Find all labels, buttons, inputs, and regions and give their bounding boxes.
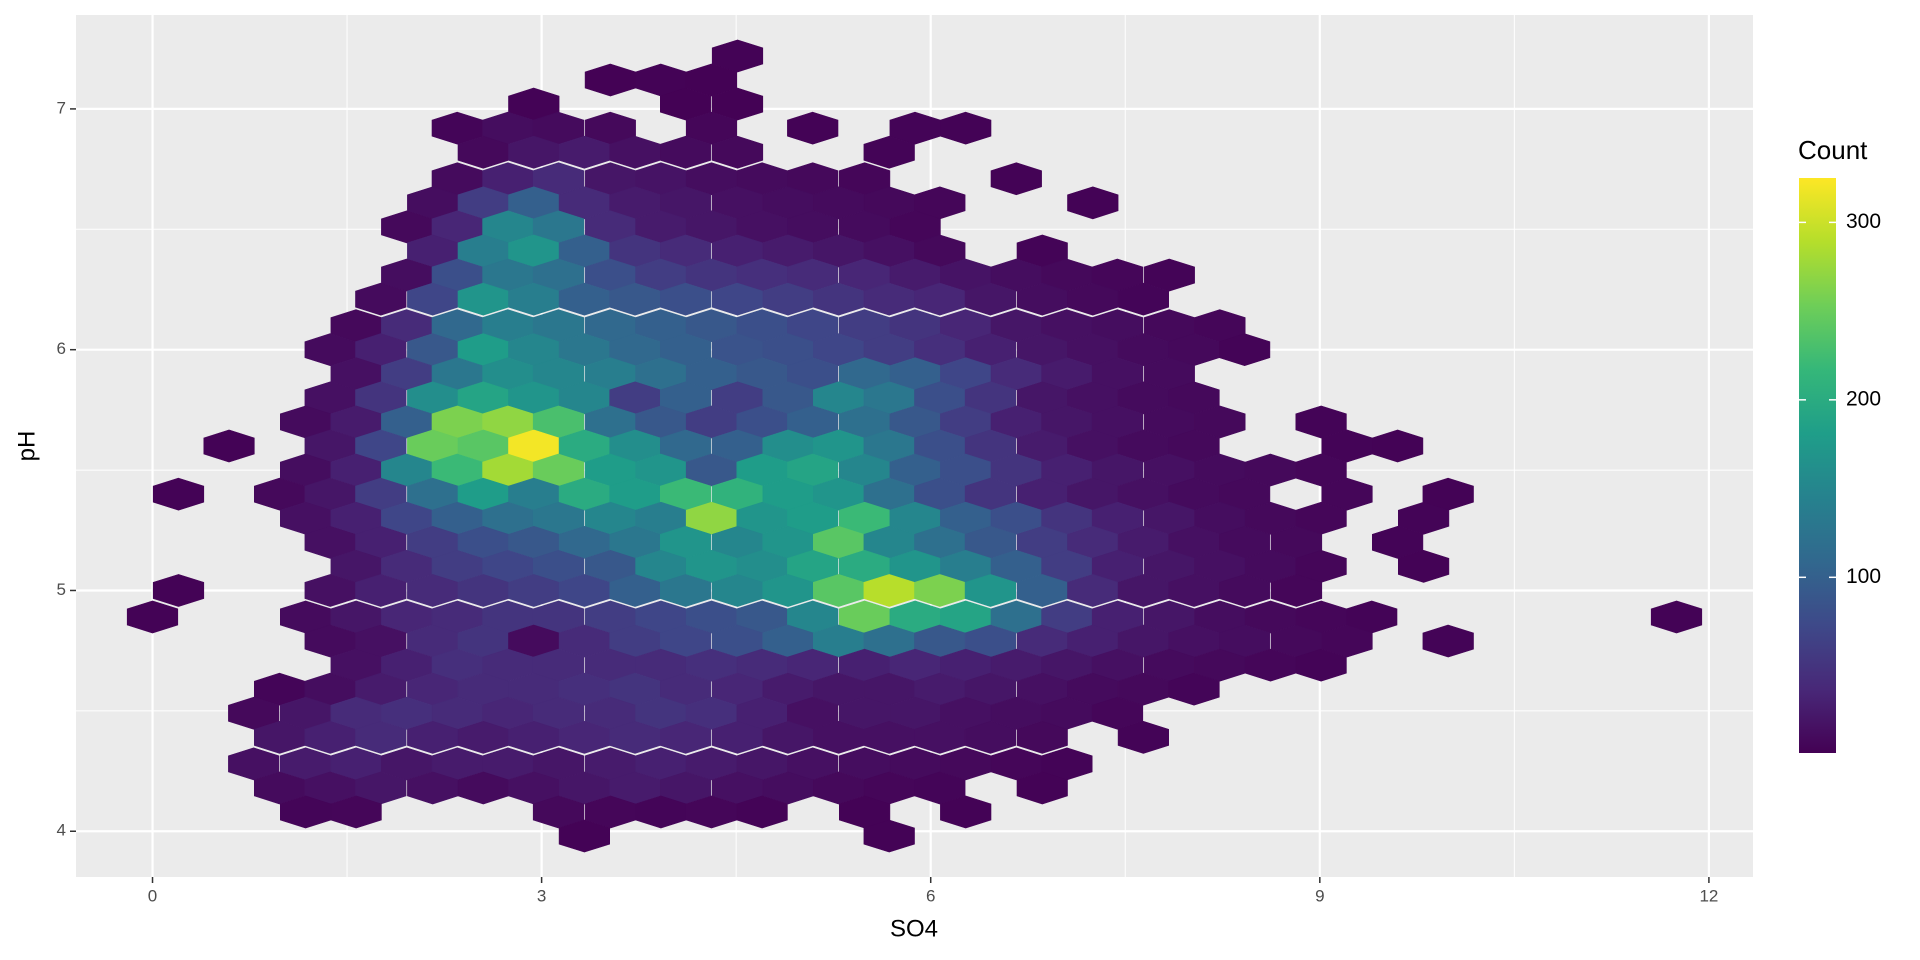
y-tick-label: 6	[57, 339, 66, 358]
hex-bin	[914, 771, 966, 805]
x-tick-label: 0	[148, 886, 157, 905]
hex-bin	[1117, 282, 1169, 316]
hex-bin	[1091, 696, 1144, 730]
hex-bin	[152, 477, 205, 511]
y-tick-label: 7	[57, 98, 66, 117]
hex-bin	[685, 111, 738, 145]
hex-bin	[1117, 720, 1169, 754]
hex-bin	[355, 282, 407, 316]
x-tick-label: 6	[926, 886, 935, 905]
hex-bin	[1016, 720, 1068, 754]
hex-bin	[964, 282, 1017, 316]
hex-bin	[1422, 624, 1474, 658]
legend-label: 100	[1846, 565, 1881, 588]
x-tick-label: 3	[537, 886, 546, 905]
hex-bin	[1650, 600, 1703, 634]
hex-bin	[1143, 258, 1195, 292]
hex-bin	[1067, 186, 1119, 220]
hex-bin	[228, 747, 280, 781]
legend-title: Count	[1798, 135, 1868, 165]
hex-bin	[1295, 405, 1347, 439]
hex-bin	[1321, 477, 1373, 511]
y-axis-title: pH	[13, 431, 40, 462]
hex-bin	[1372, 429, 1424, 463]
legend-label: 200	[1846, 387, 1881, 410]
hex-bin	[1295, 453, 1347, 487]
hex-bin	[711, 135, 764, 169]
hex-bin	[152, 574, 205, 607]
hex-bin	[659, 282, 712, 316]
x-tick-label: 9	[1315, 886, 1324, 905]
hex-bin	[659, 135, 712, 169]
hex-bin	[964, 574, 1017, 607]
hex-bin	[659, 87, 712, 121]
hex-bin	[558, 819, 611, 853]
hex-bin	[1270, 574, 1323, 607]
hex-bin	[940, 111, 992, 145]
colorbar	[1799, 178, 1836, 753]
hex-bin	[990, 162, 1042, 196]
hex-bin	[659, 574, 712, 607]
hex-bin	[532, 795, 585, 829]
hex-bin	[1321, 624, 1373, 658]
hex-bin	[863, 135, 915, 169]
hex-bin	[126, 600, 179, 634]
hex-bin	[355, 720, 407, 754]
x-axis-title: SO4	[890, 915, 938, 942]
hex-bin	[964, 720, 1017, 754]
hex-bin	[1219, 574, 1271, 607]
hex-bin	[1372, 525, 1424, 559]
legend-label: 300	[1846, 210, 1881, 233]
hex-bin	[685, 63, 738, 97]
hex-bin	[355, 574, 407, 607]
hex-bin	[787, 111, 839, 145]
hex-bin	[1295, 648, 1347, 682]
hex-bin	[1398, 549, 1450, 583]
hex-bin	[1168, 672, 1220, 706]
hex-bin	[1016, 771, 1068, 805]
y-tick-label: 5	[57, 580, 66, 599]
hex-bin	[863, 819, 915, 853]
hex-bin	[228, 696, 280, 730]
hex-bin	[736, 795, 788, 829]
hex-bin	[659, 720, 712, 754]
hex-bin	[711, 39, 764, 73]
hex-bin	[1219, 333, 1271, 367]
hex-bin	[711, 87, 764, 121]
hex-bin	[1398, 501, 1450, 535]
hex-bin	[330, 795, 382, 829]
y-tick-label: 4	[57, 821, 66, 840]
hex-bin	[940, 795, 992, 829]
x-tick-label: 12	[1699, 886, 1718, 905]
hex-bin	[203, 429, 255, 463]
hex-bin	[1194, 405, 1246, 439]
